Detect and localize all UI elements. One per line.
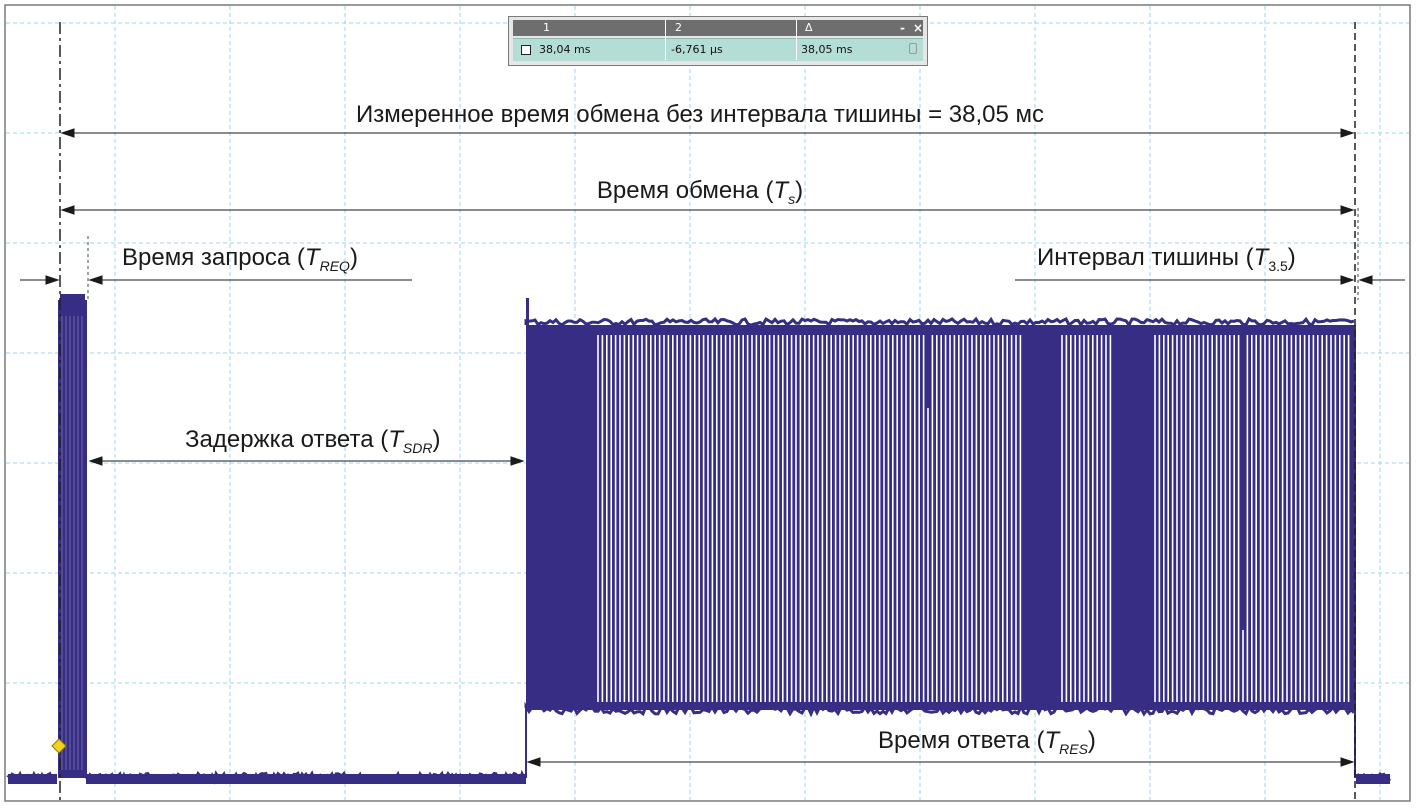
response-bottom-edge	[524, 701, 1356, 718]
cursor-1-header: 1	[543, 21, 550, 34]
response-dense-block	[1240, 330, 1246, 630]
silence-interval-label: Интервал тишины (T3.5)	[1037, 244, 1296, 274]
measurement-arrows	[20, 128, 1405, 767]
measured-time-label: Измеренное время обмена без интервала ти…	[356, 101, 1044, 128]
cursor-1-value: 38,04 ms	[539, 43, 591, 56]
readout-header: 1 2 Δ - ×	[513, 20, 923, 36]
response-dense-block	[1025, 330, 1059, 702]
idle-baseline-band	[8, 774, 57, 784]
response-time-label: Время ответа (TRES)	[878, 727, 1096, 757]
response-delay-label: Задержка ответа (TSDR)	[185, 426, 440, 456]
visibility-checkbox[interactable]	[521, 45, 531, 55]
column-separator	[796, 20, 797, 60]
request-time-label: Время запроса (TREQ)	[122, 244, 358, 274]
signal-trace	[6, 294, 1392, 785]
idle-baseline-band	[86, 774, 526, 784]
cursor-2-value: -6,761 µs	[671, 43, 723, 56]
request-burst-top	[60, 294, 85, 304]
response-dense-block	[1113, 330, 1153, 702]
readout-values-row: 38,04 ms -6,761 µs 38,05 ms	[513, 38, 923, 61]
minimize-button[interactable]: -	[900, 21, 905, 35]
cursor-readout-window[interactable]: 1 2 Δ - × 38,04 ms -6,761 µs 38,05 ms	[508, 16, 928, 66]
delta-value: 38,05 ms	[801, 43, 853, 56]
exchange-time-label: Время обмена (Ts)	[597, 177, 803, 207]
close-icon[interactable]: ×	[913, 21, 924, 35]
request-burst	[58, 300, 87, 778]
lock-icon[interactable]	[909, 43, 917, 54]
column-separator	[665, 20, 666, 60]
idle-baseline-band	[1356, 774, 1390, 784]
response-top-edge	[524, 316, 1355, 328]
cursor-2-header: 2	[675, 21, 682, 34]
response-overshoot	[526, 298, 529, 328]
trigger-marker-icon[interactable]	[51, 738, 67, 754]
delta-header: Δ	[805, 21, 813, 34]
